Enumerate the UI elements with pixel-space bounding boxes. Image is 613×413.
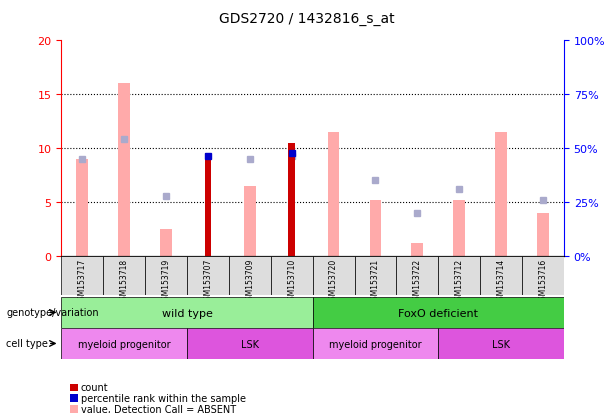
Bar [313, 328, 438, 359]
Text: GSM153718: GSM153718 [120, 258, 129, 304]
Bar [288, 143, 295, 256]
Bar [61, 256, 103, 295]
Bar [77, 159, 88, 256]
Text: LSK: LSK [492, 339, 510, 349]
Bar [438, 328, 564, 359]
Bar [354, 256, 397, 295]
Text: GSM153712: GSM153712 [455, 258, 464, 304]
Text: count: count [81, 382, 109, 392]
Bar [313, 256, 354, 295]
Text: myeloid progenitor: myeloid progenitor [78, 339, 170, 349]
Bar [438, 256, 480, 295]
Bar [61, 297, 313, 328]
Bar [103, 256, 145, 295]
Text: GSM153709: GSM153709 [245, 258, 254, 304]
Text: LSK: LSK [241, 339, 259, 349]
Bar [118, 84, 130, 256]
Text: GSM153707: GSM153707 [204, 258, 213, 304]
Bar [522, 256, 564, 295]
Bar [205, 154, 211, 256]
Text: FoxO deficient: FoxO deficient [398, 308, 478, 318]
Text: GSM153710: GSM153710 [287, 258, 296, 304]
Bar [495, 133, 507, 256]
Text: genotype/variation: genotype/variation [6, 308, 99, 318]
Text: GSM153714: GSM153714 [497, 258, 506, 304]
Bar [187, 256, 229, 295]
Bar [61, 328, 187, 359]
Bar [244, 186, 256, 256]
Bar [370, 200, 381, 256]
Bar [454, 200, 465, 256]
Bar [271, 256, 313, 295]
Bar [480, 256, 522, 295]
Bar [229, 256, 271, 295]
Bar [397, 256, 438, 295]
Text: GSM153721: GSM153721 [371, 258, 380, 304]
Text: GSM153720: GSM153720 [329, 258, 338, 304]
Text: GDS2720 / 1432816_s_at: GDS2720 / 1432816_s_at [219, 12, 394, 26]
Bar [411, 243, 423, 256]
Bar [160, 229, 172, 256]
Text: GSM153717: GSM153717 [78, 258, 87, 304]
Text: GSM153722: GSM153722 [413, 258, 422, 304]
Bar [187, 328, 313, 359]
Text: wild type: wild type [162, 308, 212, 318]
Text: GSM153716: GSM153716 [538, 258, 547, 304]
Text: cell type: cell type [6, 339, 48, 349]
Text: percentile rank within the sample: percentile rank within the sample [81, 393, 246, 403]
Text: value, Detection Call = ABSENT: value, Detection Call = ABSENT [81, 404, 236, 413]
Bar [328, 133, 340, 256]
Bar [537, 213, 549, 256]
Bar [313, 297, 564, 328]
Bar [145, 256, 187, 295]
Text: myeloid progenitor: myeloid progenitor [329, 339, 422, 349]
Text: GSM153719: GSM153719 [161, 258, 170, 304]
